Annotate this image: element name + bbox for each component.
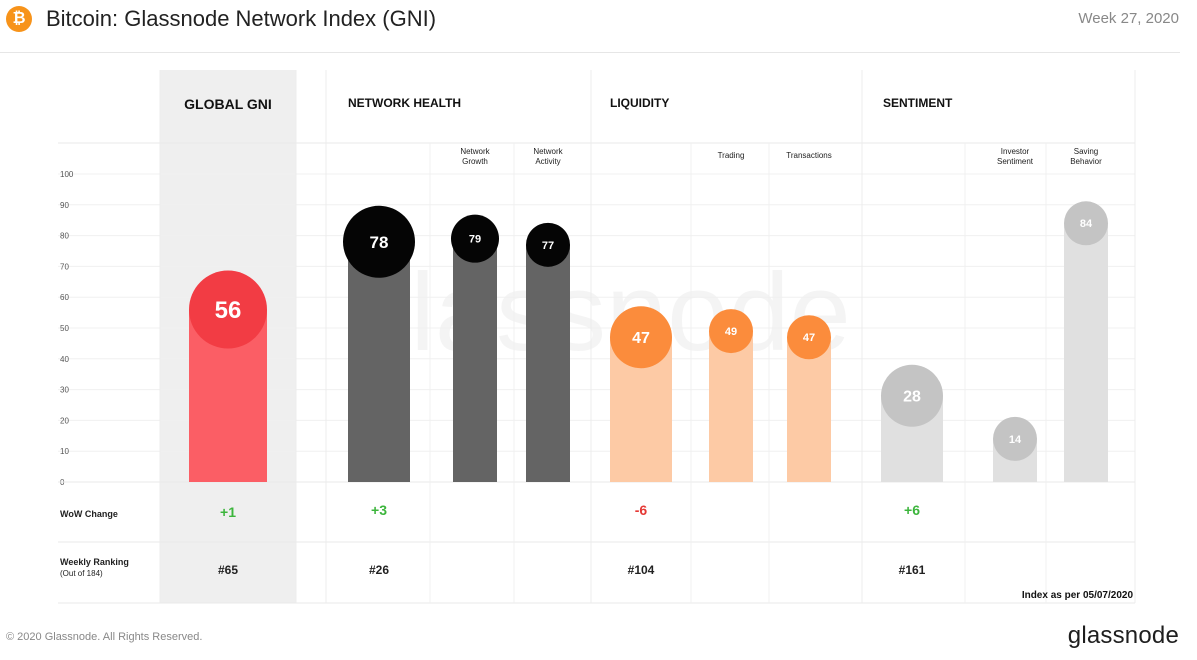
bitcoin-icon: ₿ <box>6 6 32 32</box>
bar-value-label: 84 <box>1080 218 1093 230</box>
bar-category-label: Growth <box>462 157 488 166</box>
bar <box>348 241 410 482</box>
bar-category-label: Trading <box>718 151 745 160</box>
weekly-ranking-value: #104 <box>628 563 655 577</box>
bar-category-label: Activity <box>535 157 560 166</box>
bar-circle <box>189 270 267 349</box>
ranking-row-label: Weekly Ranking <box>60 557 129 567</box>
bar-value-label: 14 <box>1009 434 1022 446</box>
bar-value-label: 79 <box>469 234 481 246</box>
bar-category-label: Network <box>533 147 563 156</box>
bar <box>787 337 831 482</box>
bar-circle <box>881 364 943 427</box>
bar-value-label: 47 <box>803 332 815 344</box>
ranking-row-sublabel: (Out of 184) <box>60 569 103 578</box>
bar-category-label: Transactions <box>786 151 832 160</box>
weekly-ranking-value: #65 <box>218 563 238 577</box>
group-header: NETWORK HEALTH <box>348 96 461 110</box>
wow-change-value: +6 <box>904 502 920 518</box>
wow-change-value: +1 <box>220 504 236 520</box>
y-tick-label: 30 <box>60 386 69 395</box>
bar-category-label: Investor <box>1001 147 1030 156</box>
weekly-ranking-value: #26 <box>369 563 389 577</box>
y-tick-label: 40 <box>60 355 69 364</box>
group-header: LIQUIDITY <box>610 96 669 110</box>
bar <box>526 244 570 482</box>
bar-circle <box>1064 201 1108 246</box>
bar-value-label: 77 <box>542 240 554 252</box>
y-tick-label: 60 <box>60 293 69 302</box>
group-header: SENTIMENT <box>883 96 953 110</box>
group-header: GLOBAL GNI <box>184 96 272 112</box>
bar <box>709 331 753 482</box>
y-tick-label: 90 <box>60 201 69 210</box>
y-tick-label: 20 <box>60 416 69 425</box>
y-tick-label: 70 <box>60 262 69 271</box>
copyright: © 2020 Glassnode. All Rights Reserved. <box>6 631 203 643</box>
wow-change-value: +3 <box>371 502 387 518</box>
bar-value-label: 28 <box>903 389 921 406</box>
page-title: Bitcoin: Glassnode Network Index (GNI) <box>46 6 437 31</box>
glassnode-logo: glassnode <box>1067 622 1179 649</box>
y-tick-label: 100 <box>60 170 74 179</box>
bar-value-label: 78 <box>370 233 389 252</box>
week-label: Week 27, 2020 <box>1078 10 1179 27</box>
bar <box>453 238 497 482</box>
bar-value-label: 49 <box>725 326 737 338</box>
bar-category-label: Saving <box>1074 147 1098 156</box>
bar-circle <box>526 222 570 267</box>
bar-category-label: Behavior <box>1070 157 1102 166</box>
bar-circle <box>709 309 753 354</box>
wow-change-value: -6 <box>635 502 648 518</box>
glassnode-watermark: glassnode <box>349 251 851 374</box>
y-tick-label: 10 <box>60 447 69 456</box>
bar-circle <box>993 416 1037 461</box>
bar-circle <box>787 315 831 360</box>
bar <box>1064 223 1108 482</box>
bar-value-label: 56 <box>215 297 242 324</box>
bar-circle <box>343 205 415 278</box>
header-divider <box>0 52 1180 53</box>
header: ₿ Bitcoin: Glassnode Network Index (GNI)… <box>0 0 1197 46</box>
y-tick-label: 80 <box>60 232 69 241</box>
index-note: Index as per 05/07/2020 <box>1022 590 1134 601</box>
y-tick-label: 50 <box>60 324 69 333</box>
bar-category-label: Network <box>460 147 490 156</box>
wow-row-label: WoW Change <box>60 509 118 519</box>
bar-category-label: Sentiment <box>997 157 1034 166</box>
bar-value-label: 47 <box>632 330 650 347</box>
bar-circle <box>451 214 499 263</box>
weekly-ranking-value: #161 <box>899 563 926 577</box>
bar-circle <box>610 306 672 369</box>
